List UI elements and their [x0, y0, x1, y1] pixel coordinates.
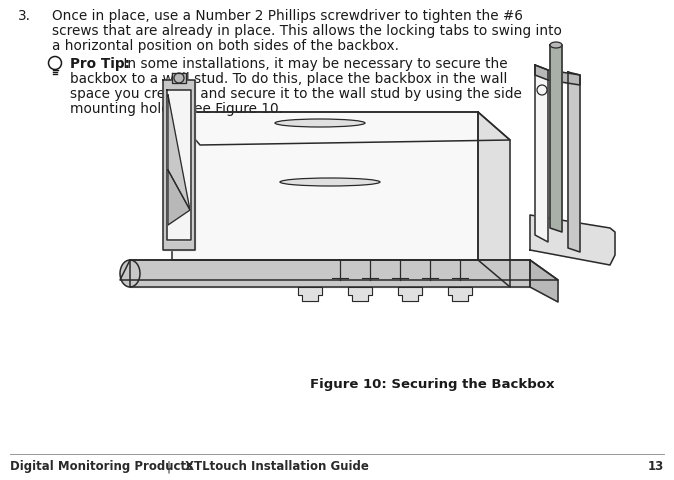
Text: screws that are already in place. This allows the locking tabs to swing into: screws that are already in place. This a… — [52, 24, 562, 38]
Polygon shape — [172, 113, 478, 261]
Text: XTLtouch Installation Guide: XTLtouch Installation Guide — [185, 459, 369, 472]
Polygon shape — [530, 216, 615, 265]
Ellipse shape — [120, 261, 140, 288]
Polygon shape — [172, 74, 186, 84]
Ellipse shape — [275, 120, 365, 128]
Polygon shape — [348, 288, 372, 301]
Polygon shape — [568, 73, 580, 252]
Text: |: | — [166, 459, 170, 472]
Ellipse shape — [550, 43, 562, 49]
Text: Pro Tip:: Pro Tip: — [70, 57, 130, 71]
Text: a horizontal position on both sides of the backbox.: a horizontal position on both sides of t… — [52, 39, 399, 53]
Ellipse shape — [280, 179, 380, 187]
Polygon shape — [167, 91, 191, 240]
Polygon shape — [535, 66, 580, 86]
Text: Once in place, use a Number 2 Phillips screwdriver to tighten the #6: Once in place, use a Number 2 Phillips s… — [52, 9, 523, 23]
Polygon shape — [120, 261, 558, 280]
Text: 3.: 3. — [18, 9, 31, 23]
Text: Digital Monitoring Products: Digital Monitoring Products — [10, 459, 193, 472]
Polygon shape — [550, 46, 562, 232]
Polygon shape — [448, 288, 472, 301]
Polygon shape — [168, 171, 190, 226]
Text: 13: 13 — [648, 459, 664, 472]
Polygon shape — [168, 96, 190, 211]
Text: space you created and secure it to the wall stud by using the side: space you created and secure it to the w… — [70, 87, 522, 101]
Polygon shape — [535, 66, 548, 242]
Polygon shape — [478, 113, 510, 288]
Polygon shape — [398, 288, 422, 301]
Text: Figure 10: Securing the Backbox: Figure 10: Securing the Backbox — [311, 377, 555, 390]
Polygon shape — [530, 261, 558, 302]
Polygon shape — [298, 288, 322, 301]
Text: mounting holes. See Figure 10.: mounting holes. See Figure 10. — [70, 102, 283, 116]
Text: backbox to a wall stud. To do this, place the backbox in the wall: backbox to a wall stud. To do this, plac… — [70, 72, 508, 86]
Text: In some installations, it may be necessary to secure the: In some installations, it may be necessa… — [119, 57, 508, 71]
Polygon shape — [163, 81, 195, 251]
Polygon shape — [172, 113, 510, 146]
Polygon shape — [130, 261, 530, 288]
